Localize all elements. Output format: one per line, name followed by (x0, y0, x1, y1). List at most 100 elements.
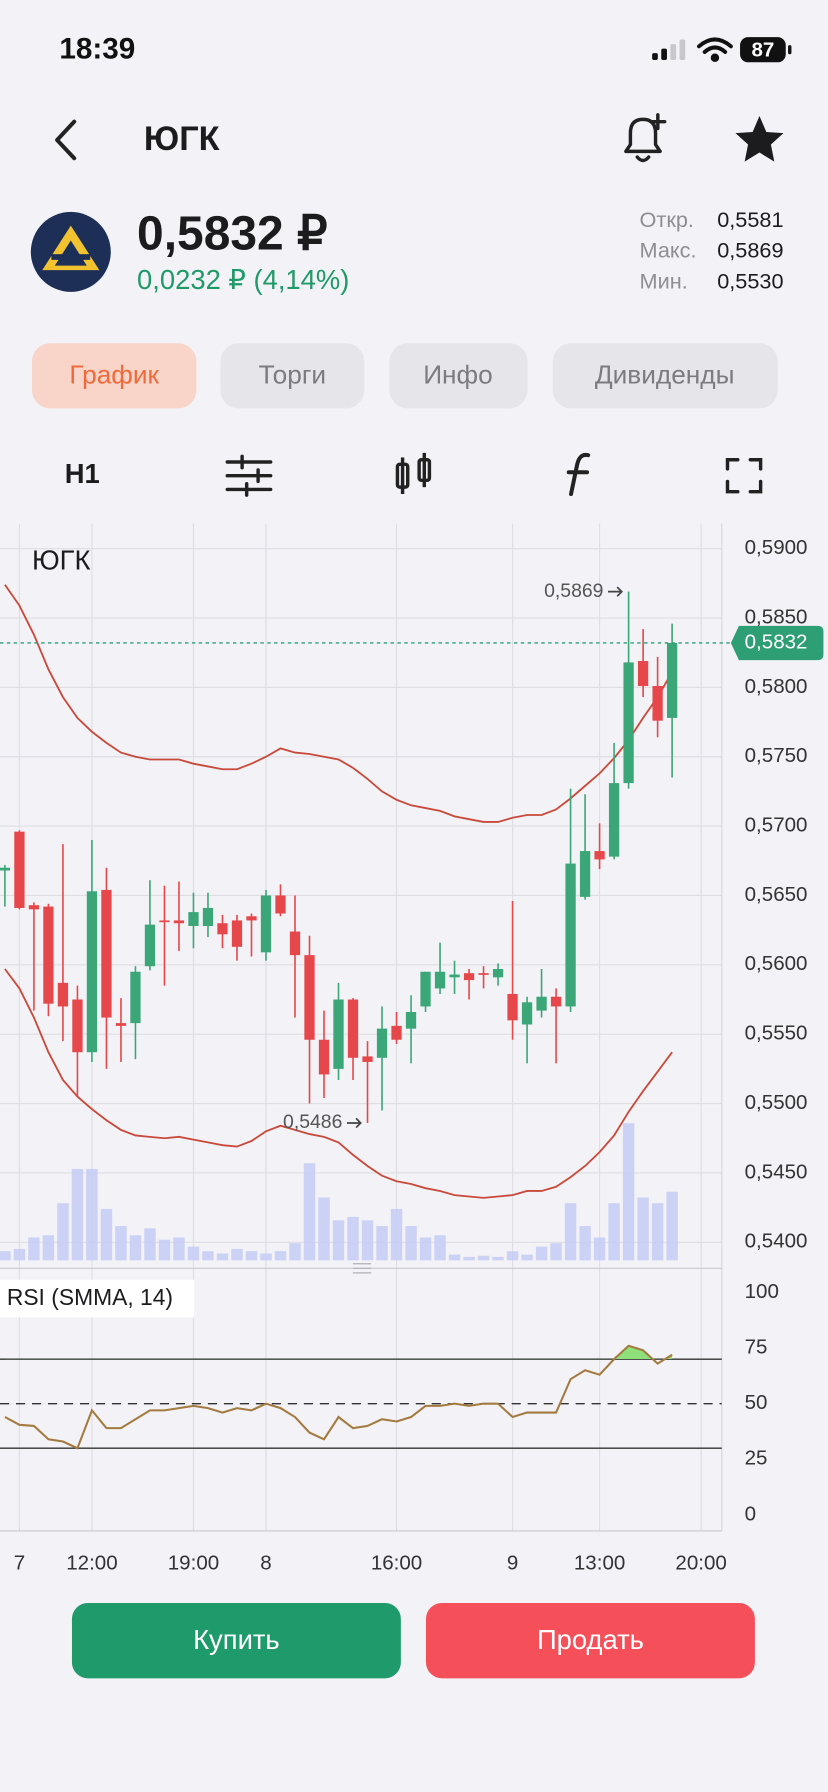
volume-bar (637, 1197, 649, 1261)
volume-bar (347, 1216, 359, 1261)
volume-bar (666, 1191, 678, 1261)
candle-body (289, 931, 301, 956)
volume-bar (651, 1203, 664, 1261)
y-tick-label: 0,5650 (745, 883, 808, 906)
x-tick-label: 9 (507, 1552, 518, 1575)
volume-bar (100, 1208, 113, 1261)
volume-bar (42, 1235, 55, 1261)
candle-body (115, 1023, 127, 1026)
band-line (4, 968, 673, 1199)
signal-icon (652, 39, 686, 61)
battery-icon (740, 37, 786, 63)
volume-bar (593, 1237, 606, 1261)
volume-bar (187, 1246, 200, 1261)
candle-body (57, 982, 69, 1007)
volume-bar (579, 1226, 591, 1261)
tab[interactable] (552, 343, 778, 409)
candle-body (347, 999, 359, 1058)
candle-body (376, 1028, 388, 1058)
sell-label[interactable]: Продать (537, 1624, 644, 1655)
candle-body (159, 920, 170, 923)
candle-body (304, 955, 315, 1040)
company-logo (30, 211, 111, 292)
volume-bar (622, 1123, 635, 1261)
volume-bar (405, 1226, 417, 1261)
alert-button[interactable] (624, 113, 667, 163)
tab-label[interactable]: График (69, 359, 159, 389)
candle-body (420, 971, 431, 1007)
extreme-label: 0,5869 (544, 580, 603, 602)
band-line (4, 584, 673, 823)
volume-bar (260, 1253, 272, 1261)
tab[interactable] (220, 343, 365, 409)
buy-button[interactable] (71, 1602, 401, 1679)
y-tick-label: 0,5800 (745, 675, 808, 698)
x-tick-label: 8 (260, 1552, 271, 1575)
x-tick-label: 12:00 (66, 1552, 117, 1575)
indicators-button[interactable] (566, 452, 591, 496)
fullscreen-button[interactable] (725, 458, 763, 494)
stat-value: 0,5581 (717, 207, 783, 232)
candle-body (623, 662, 634, 784)
header-title: ЮГК (144, 120, 220, 158)
sell-button[interactable] (425, 1602, 755, 1679)
candle-body (666, 642, 678, 718)
candle-body (130, 971, 141, 1024)
tab-label[interactable]: Инфо (423, 359, 493, 389)
chart-type-button[interactable] (395, 452, 432, 494)
tab-label[interactable]: Дивиденды (595, 359, 735, 389)
favorite-button[interactable] (735, 115, 784, 162)
volume-bar (390, 1208, 403, 1261)
tab-label[interactable]: Торги (259, 359, 326, 389)
candle-body (188, 912, 199, 926)
volume-bar (434, 1235, 446, 1261)
y-tick-label: 50 (745, 1391, 768, 1414)
y-tick-label: 0,5550 (745, 1022, 808, 1045)
x-tick-label: 19:00 (168, 1552, 219, 1575)
y-tick-label: 0,5750 (745, 744, 808, 767)
candle-body (536, 996, 547, 1011)
stat-label: Мин. (640, 268, 688, 293)
candle-body (594, 851, 605, 860)
volume-bar (129, 1235, 142, 1261)
tab[interactable] (389, 343, 528, 409)
tab[interactable] (31, 343, 197, 409)
volume-bar (13, 1248, 26, 1261)
candle-body (391, 1025, 402, 1040)
stat-value: 0,5530 (717, 268, 783, 293)
candle-body (43, 906, 54, 1004)
volume-bar (550, 1243, 562, 1261)
candle-body (434, 971, 446, 989)
candle-body (608, 783, 620, 857)
resize-handle (352, 1263, 372, 1274)
candle-body (333, 999, 344, 1069)
rsi-title: RSI (SMMA, 14) (7, 1284, 173, 1310)
candle-body (202, 907, 214, 926)
candle-body (173, 920, 185, 924)
y-tick-label: 25 (745, 1447, 768, 1470)
y-tick-label: 0,5400 (745, 1230, 808, 1253)
chart-title: ЮГК (32, 545, 91, 576)
candle-body (565, 863, 576, 1007)
rsi-line (4, 1344, 673, 1450)
settings-button[interactable] (225, 454, 273, 497)
y-tick-label: 0,5900 (745, 536, 808, 559)
candle-body (405, 1012, 417, 1029)
volume-bar (463, 1256, 475, 1261)
volume-bar (492, 1256, 504, 1261)
buy-label[interactable]: Купить (193, 1624, 280, 1655)
volume-bar (608, 1203, 620, 1261)
volume-bar (289, 1243, 301, 1261)
wifi-icon (697, 37, 733, 62)
candle-body (637, 661, 649, 686)
price: 0,5832 ₽ (137, 208, 328, 261)
candle-body (652, 685, 663, 721)
interval-button[interactable]: H1 (65, 458, 100, 489)
candle-body (144, 924, 156, 967)
candle-body (478, 973, 489, 975)
rsi-title-box (0, 1279, 195, 1318)
volume-bar (477, 1255, 490, 1261)
y-tick-label: 0 (745, 1502, 756, 1525)
back-button[interactable] (55, 119, 77, 161)
